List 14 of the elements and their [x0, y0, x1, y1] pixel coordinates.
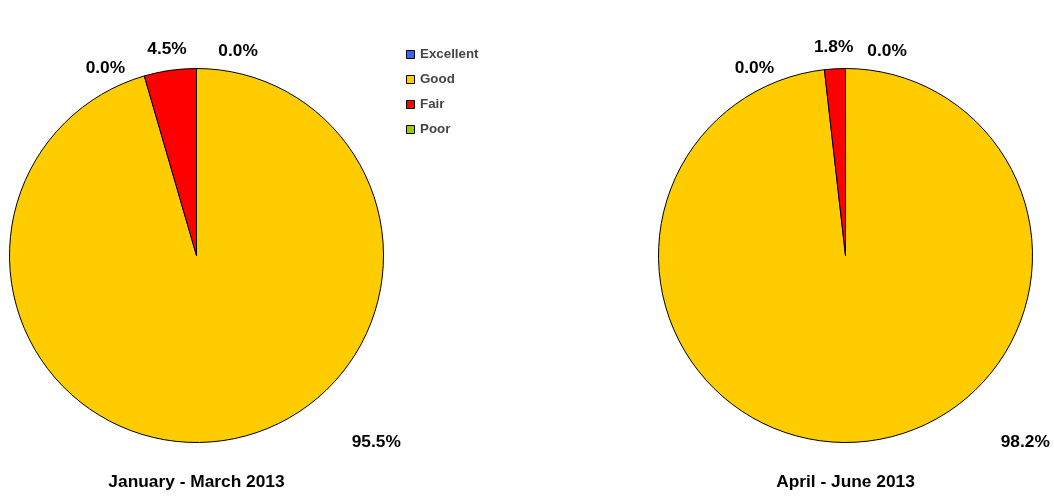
text: 0.0%	[85, 56, 126, 77]
data-label: 95.5%	[351, 430, 401, 451]
legend-label: Fair	[420, 96, 445, 111]
data-label: 1.8%	[813, 36, 854, 57]
data-label: 98.2%	[1000, 430, 1050, 451]
text: 0.0%	[218, 40, 258, 61]
legend-label: Good	[420, 71, 455, 86]
text: 0.0%	[867, 40, 907, 61]
text: January - March 2013	[108, 470, 285, 491]
data-label: 4.5%	[147, 38, 187, 59]
legend-label: Excellent	[420, 46, 479, 61]
text: April - June 2013	[776, 470, 916, 491]
legend-label: Poor	[420, 121, 451, 136]
text: 0.0%	[734, 56, 775, 77]
